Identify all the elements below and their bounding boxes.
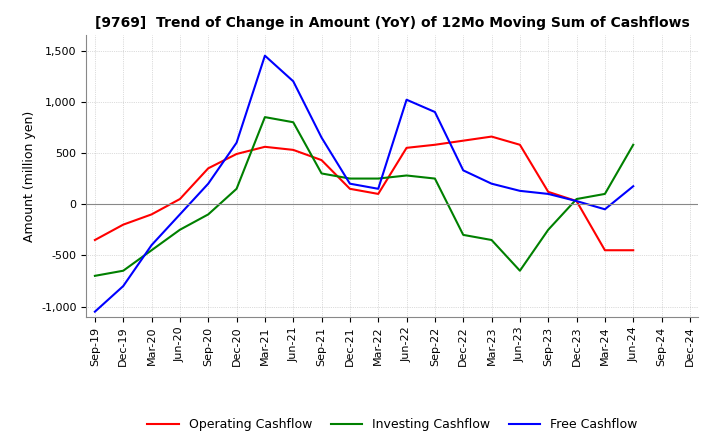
Operating Cashflow [148, 212, 156, 217]
Legend: Operating Cashflow, Investing Cashflow, Free Cashflow: Operating Cashflow, Investing Cashflow, … [143, 413, 642, 436]
Y-axis label: Amount (million yen): Amount (million yen) [22, 110, 35, 242]
Investing Cashflow [204, 212, 212, 217]
Free Cashflow [572, 198, 581, 204]
Investing Cashflow [544, 227, 552, 232]
Line: Operating Cashflow: Operating Cashflow [95, 136, 633, 250]
Free Cashflow [402, 97, 411, 103]
Operating Cashflow [346, 186, 354, 191]
Free Cashflow [233, 140, 241, 145]
Free Cashflow [629, 183, 637, 189]
Free Cashflow [374, 186, 382, 191]
Operating Cashflow [402, 145, 411, 150]
Investing Cashflow [572, 196, 581, 202]
Investing Cashflow [261, 114, 269, 120]
Operating Cashflow [204, 166, 212, 171]
Free Cashflow [148, 242, 156, 248]
Operating Cashflow [629, 248, 637, 253]
Operating Cashflow [91, 237, 99, 242]
Operating Cashflow [176, 196, 184, 202]
Free Cashflow [119, 283, 127, 289]
Operating Cashflow [516, 142, 524, 147]
Investing Cashflow [374, 176, 382, 181]
Free Cashflow [91, 309, 99, 314]
Operating Cashflow [374, 191, 382, 197]
Operating Cashflow [119, 222, 127, 227]
Free Cashflow [544, 191, 552, 197]
Investing Cashflow [516, 268, 524, 273]
Free Cashflow [261, 53, 269, 59]
Line: Investing Cashflow: Investing Cashflow [95, 117, 633, 276]
Investing Cashflow [600, 191, 609, 197]
Operating Cashflow [261, 144, 269, 150]
Free Cashflow [516, 188, 524, 194]
Investing Cashflow [459, 232, 467, 238]
Investing Cashflow [487, 237, 496, 242]
Operating Cashflow [233, 151, 241, 157]
Free Cashflow [289, 79, 297, 84]
Investing Cashflow [629, 142, 637, 147]
Free Cashflow [459, 168, 467, 173]
Operating Cashflow [487, 134, 496, 139]
Investing Cashflow [402, 173, 411, 178]
Investing Cashflow [119, 268, 127, 273]
Free Cashflow [346, 181, 354, 186]
Investing Cashflow [148, 248, 156, 253]
Operating Cashflow [459, 138, 467, 143]
Investing Cashflow [233, 186, 241, 191]
Investing Cashflow [346, 176, 354, 181]
Investing Cashflow [289, 120, 297, 125]
Investing Cashflow [91, 273, 99, 279]
Free Cashflow [487, 181, 496, 186]
Title: [9769]  Trend of Change in Amount (YoY) of 12Mo Moving Sum of Cashflows: [9769] Trend of Change in Amount (YoY) o… [95, 16, 690, 30]
Free Cashflow [318, 135, 326, 140]
Investing Cashflow [431, 176, 439, 181]
Free Cashflow [204, 181, 212, 186]
Line: Free Cashflow: Free Cashflow [95, 56, 633, 312]
Operating Cashflow [289, 147, 297, 153]
Free Cashflow [431, 110, 439, 115]
Investing Cashflow [176, 227, 184, 232]
Free Cashflow [176, 212, 184, 217]
Operating Cashflow [572, 198, 581, 204]
Free Cashflow [600, 207, 609, 212]
Investing Cashflow [318, 171, 326, 176]
Operating Cashflow [600, 248, 609, 253]
Operating Cashflow [544, 189, 552, 194]
Operating Cashflow [318, 158, 326, 163]
Operating Cashflow [431, 142, 439, 147]
